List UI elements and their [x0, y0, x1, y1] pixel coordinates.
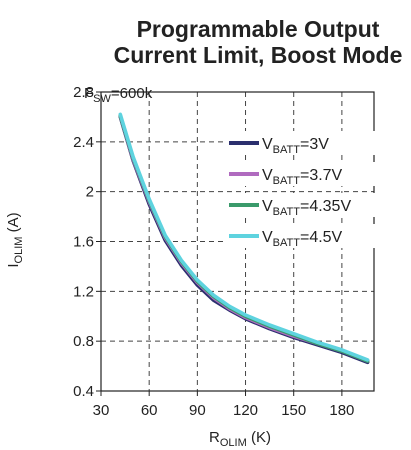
- legend-label-0: VBATT=3V: [262, 136, 329, 156]
- y-tick-label: 1.2: [73, 283, 94, 300]
- y-tick-label: 0.8: [73, 333, 94, 350]
- chart-title-line-1: Programmable Output: [137, 16, 380, 42]
- y-axis-label: IOLIM (A): [5, 212, 25, 267]
- y-tick-label: 1.6: [73, 234, 94, 251]
- y-tick-label: 0.4: [73, 383, 94, 400]
- y-tick-label: 2.8: [73, 84, 94, 101]
- x-tick-label: 150: [281, 402, 306, 419]
- fsw-annotation: FSW=600k: [84, 85, 153, 105]
- series-group: [118, 112, 370, 365]
- legend-label-1: VBATT=3.7V: [262, 167, 343, 187]
- y-tick-labels: 0.4 0.8 1.2 1.6 2 2.4 2.8: [73, 84, 101, 400]
- x-axis-label: ROLIM (K): [209, 429, 271, 449]
- x-tick-label: 180: [329, 402, 354, 419]
- x-tick-label: 60: [141, 402, 158, 419]
- legend-label-3: VBATT=4.5V: [262, 229, 343, 249]
- series-line-3: [118, 112, 370, 362]
- legend-label-2: VBATT=4.35V: [262, 198, 351, 218]
- x-tick-label: 90: [189, 402, 206, 419]
- y-tick-label: 2.4: [73, 134, 94, 151]
- x-tick-labels: 30 60 90 120 150 180: [93, 391, 354, 419]
- x-tick-label: 120: [233, 402, 258, 419]
- y-tick-label: 2: [86, 184, 94, 201]
- chart-title-line-2: Current Limit, Boost Mode: [114, 42, 403, 68]
- legend: VBATT=3V VBATT=3.7V VBATT=4.35V VBATT=4.5V: [225, 131, 375, 249]
- x-tick-label: 30: [93, 402, 110, 419]
